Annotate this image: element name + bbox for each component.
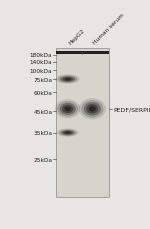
Text: 45kDa: 45kDa — [33, 109, 52, 114]
Bar — [56, 49, 110, 197]
Ellipse shape — [89, 107, 96, 112]
Ellipse shape — [61, 131, 74, 136]
Ellipse shape — [57, 129, 78, 137]
Text: 35kDa: 35kDa — [33, 131, 52, 136]
Ellipse shape — [62, 105, 73, 114]
Text: 60kDa: 60kDa — [34, 91, 52, 95]
Ellipse shape — [62, 78, 73, 82]
Ellipse shape — [58, 76, 77, 84]
Ellipse shape — [57, 102, 78, 117]
Text: HepG2: HepG2 — [68, 28, 86, 46]
Text: 100kDa: 100kDa — [30, 68, 52, 73]
Ellipse shape — [60, 104, 76, 115]
Bar — [56, 52, 110, 55]
Ellipse shape — [63, 131, 72, 135]
Ellipse shape — [84, 103, 101, 116]
Text: PEDF/SERPINF1: PEDF/SERPINF1 — [113, 107, 150, 112]
Ellipse shape — [65, 132, 70, 134]
Text: Human serum: Human serum — [92, 13, 125, 46]
Ellipse shape — [65, 79, 71, 81]
Ellipse shape — [60, 77, 75, 83]
Ellipse shape — [81, 101, 104, 118]
Ellipse shape — [59, 130, 76, 136]
Ellipse shape — [56, 75, 80, 85]
Ellipse shape — [55, 100, 81, 119]
Text: 140kDa: 140kDa — [30, 60, 52, 65]
Ellipse shape — [86, 105, 98, 114]
Ellipse shape — [79, 99, 106, 120]
Ellipse shape — [64, 107, 71, 112]
Text: 25kDa: 25kDa — [33, 157, 52, 162]
Text: 180kDa: 180kDa — [30, 53, 52, 58]
Text: 75kDa: 75kDa — [33, 77, 52, 82]
